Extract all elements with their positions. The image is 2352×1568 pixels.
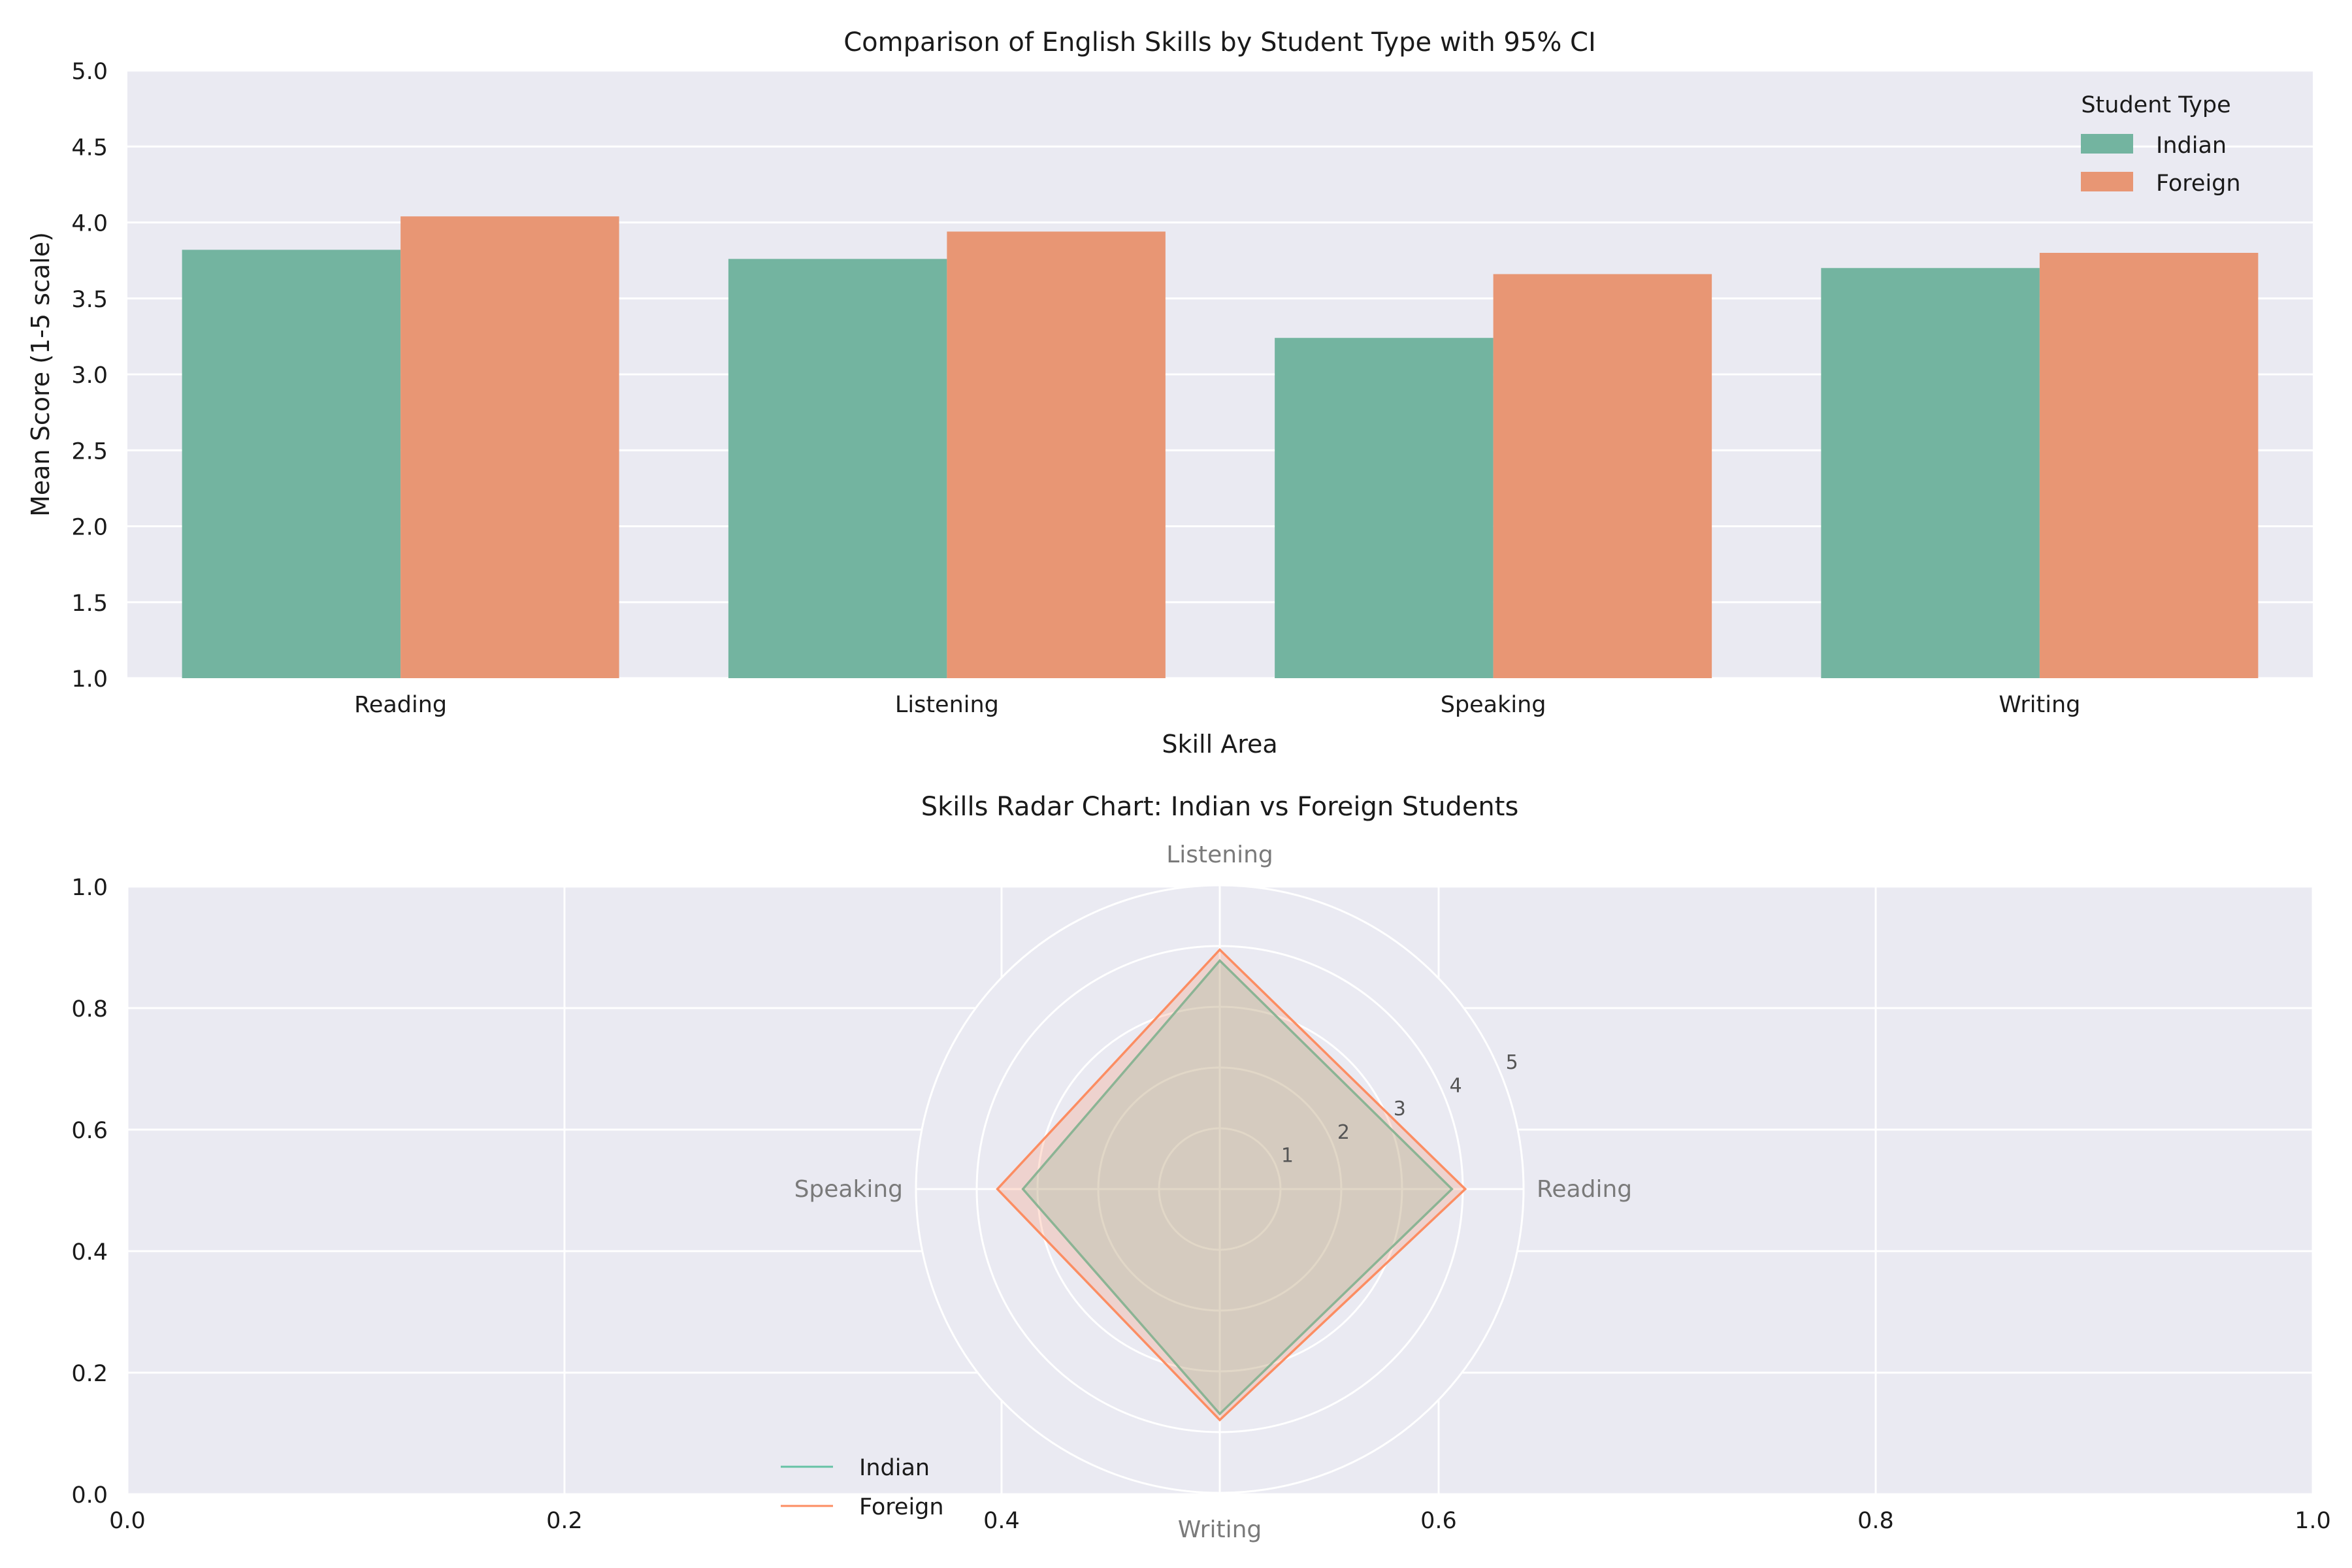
bar-y-tick-label: 1.5 <box>71 591 108 617</box>
bar-legend-label-indian: Indian <box>2156 133 2227 159</box>
radar-axis-label-listening: Listening <box>1166 841 1273 868</box>
bar-foreign-reading <box>400 216 619 678</box>
bar-y-tick-label: 1.0 <box>71 666 108 693</box>
bar-x-tick-labels: Reading Listening Speaking Writing <box>354 692 2080 718</box>
radar-fill-indian <box>1022 960 1452 1414</box>
radar-series <box>996 948 1467 1422</box>
bar-y-tick-label: 2.5 <box>71 438 108 465</box>
bar-x-tick-label: Listening <box>895 692 999 718</box>
radar-legend-label-foreign: Foreign <box>859 1494 944 1520</box>
bar-chart-title: Comparison of English Skills by Student … <box>843 27 1596 57</box>
radar-chart-title: Skills Radar Chart: Indian vs Foreign St… <box>921 792 1519 822</box>
radar-radial-tick-labels: 1 2 3 4 5 <box>1281 1051 1518 1167</box>
bar-y-tick-label: 5.0 <box>71 59 108 85</box>
bar-legend-title: Student Type <box>2081 92 2230 118</box>
radar-chart: 0.0 0.2 0.4 0.6 0.8 1.0 0.0 0.2 0.4 0.6 0.8 1.0 1 2… <box>71 792 2331 1543</box>
radar-axis-label-speaking: Speaking <box>794 1176 903 1203</box>
radar-axis-label-writing: Writing <box>1178 1516 1262 1543</box>
radar-frame-x-tick-labels: 0.0 0.2 0.4 0.6 0.8 1.0 <box>109 1508 2331 1534</box>
radar-radial-tick-label: 2 <box>1337 1121 1350 1144</box>
bar-y-tick-label: 3.5 <box>71 287 108 313</box>
radar-frame-x-tick-label: 1.0 <box>2295 1508 2331 1534</box>
radar-frame-x-tick-label: 0.2 <box>546 1508 583 1534</box>
bar-foreign-speaking <box>1493 274 1712 678</box>
radar-radial-tick-label: 5 <box>1506 1051 1518 1074</box>
bar-chart: 1.0 1.5 2.0 2.5 3.0 3.5 4.0 4.5 5.0 Reading Liste… <box>26 27 2313 759</box>
bar-legend-label-foreign: Foreign <box>2156 171 2241 197</box>
bar-legend: Student Type Indian Foreign <box>2081 92 2241 197</box>
radar-frame-x-tick-label: 0.0 <box>109 1508 146 1534</box>
bar-x-axis-label: Skill Area <box>1162 730 1277 759</box>
radar-frame-x-tick-label: 0.6 <box>1420 1508 1457 1534</box>
bar-legend-swatch-foreign <box>2081 172 2133 191</box>
radar-radial-tick-label: 4 <box>1450 1075 1462 1098</box>
radar-spokes <box>916 885 1524 1493</box>
radar-frame-y-tick-label: 0.6 <box>71 1118 108 1144</box>
bar-bars <box>182 216 2259 679</box>
radar-frame-y-tick-label: 1.0 <box>71 875 108 901</box>
radar-radial-tick-label: 1 <box>1281 1144 1294 1167</box>
bar-y-tick-labels: 1.0 1.5 2.0 2.5 3.0 3.5 4.0 4.5 5.0 <box>71 59 108 693</box>
bar-indian-listening <box>728 259 947 678</box>
bar-y-tick-label: 4.5 <box>71 135 108 161</box>
bar-foreign-writing <box>2039 253 2259 678</box>
bar-y-tick-label: 3.0 <box>71 363 108 389</box>
radar-frame-y-tick-label: 0.2 <box>71 1361 108 1387</box>
bar-y-tick-label: 2.0 <box>71 515 108 541</box>
bar-y-tick-label: 4.0 <box>71 211 108 237</box>
bar-indian-speaking <box>1275 338 1494 678</box>
radar-frame-x-tick-label: 0.4 <box>983 1508 1020 1534</box>
bar-indian-reading <box>182 250 401 679</box>
bar-x-tick-label: Writing <box>1999 692 2080 718</box>
radar-frame-y-tick-label: 0.8 <box>71 996 108 1022</box>
radar-axis-label-reading: Reading <box>1537 1176 1632 1203</box>
radar-line-foreign <box>996 948 1467 1422</box>
radar-line-indian <box>1021 958 1454 1416</box>
bar-x-tick-label: Speaking <box>1441 692 1546 718</box>
radar-fill-foreign <box>997 949 1465 1420</box>
radar-frame-y-tick-label: 0.4 <box>71 1239 108 1266</box>
bar-x-tick-label: Reading <box>354 692 447 718</box>
bar-legend-swatch-indian <box>2081 134 2133 154</box>
bar-indian-writing <box>1821 268 2040 678</box>
bar-foreign-listening <box>947 231 1166 678</box>
radar-radial-tick-label: 3 <box>1394 1098 1406 1120</box>
radar-frame-x-tick-label: 0.8 <box>1857 1508 1894 1534</box>
radar-frame-y-tick-labels: 0.0 0.2 0.4 0.6 0.8 1.0 <box>71 875 108 1509</box>
radar-legend: Indian Foreign <box>781 1455 944 1520</box>
radar-frame-y-tick-label: 0.0 <box>71 1482 108 1509</box>
radar-axis-labels: Reading Listening Speaking Writing <box>794 841 1633 1543</box>
bar-y-axis-label: Mean Score (1-5 scale) <box>26 232 55 517</box>
radar-legend-label-indian: Indian <box>859 1455 930 1481</box>
